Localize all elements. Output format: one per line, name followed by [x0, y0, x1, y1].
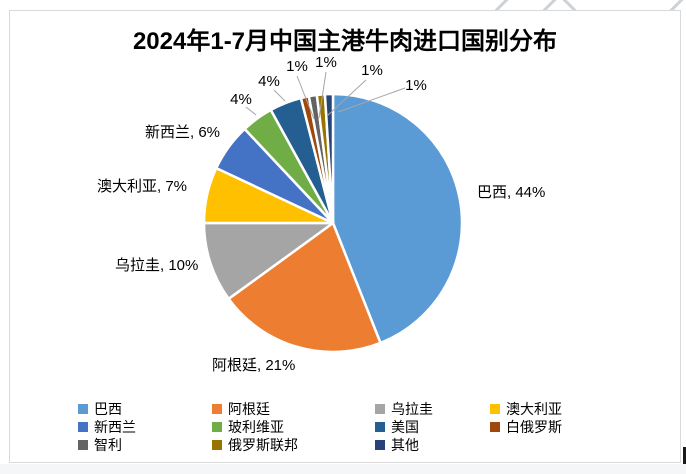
legend-label: 巴西	[94, 401, 122, 417]
legend-label: 美国	[391, 419, 419, 435]
legend-item-8: 智利	[78, 437, 122, 453]
page-margin-strip	[0, 464, 686, 474]
legend-item-3: 澳大利亚	[490, 401, 562, 417]
legend-item-5: 玻利维亚	[212, 419, 284, 435]
leader-line-1	[273, 89, 286, 102]
chart-title: 2024年1-7月中国主港牛肉进口国别分布	[132, 28, 558, 55]
data-label-7: 1%	[286, 58, 308, 75]
data-label-6: 4%	[258, 73, 280, 90]
pie-slice-2	[202, 221, 335, 301]
legend-item-1: 阿根廷	[212, 401, 270, 417]
legend-item-0: 巴西	[78, 401, 122, 417]
data-label-4: 新西兰, 6%	[145, 124, 221, 141]
legend-item-10: 其他	[375, 437, 419, 453]
data-label-9: 1%	[361, 62, 383, 79]
leader-line-2	[296, 75, 315, 120]
legend-item-2: 乌拉圭	[375, 401, 433, 417]
legend-item-9: 俄罗斯联邦	[212, 437, 298, 453]
legend-swatch	[212, 422, 222, 432]
legend-label: 玻利维亚	[228, 419, 284, 435]
pie-slice-10	[323, 92, 335, 225]
legend-swatch	[375, 440, 385, 450]
legend-swatch	[78, 422, 88, 432]
legend-swatch	[78, 404, 88, 414]
data-label-1: 阿根廷, 21%	[212, 357, 296, 374]
data-label-10: 1%	[405, 77, 427, 94]
legend-swatch	[490, 422, 500, 432]
leader-line-4	[326, 79, 367, 117]
legend-swatch	[375, 422, 385, 432]
legend-item-6: 美国	[375, 419, 419, 435]
legend-swatch	[490, 404, 500, 414]
legend-label: 阿根廷	[228, 401, 270, 417]
legend-label: 澳大利亚	[506, 401, 562, 417]
leader-line-3	[318, 71, 327, 119]
pie-slice-0	[331, 92, 464, 345]
legend-label: 智利	[94, 437, 122, 453]
legend-swatch	[212, 440, 222, 450]
cursor-artifact	[683, 447, 686, 464]
legend-item-4: 新西兰	[78, 419, 136, 435]
legend-label: 俄罗斯联邦	[228, 437, 298, 453]
leader-line-0	[245, 106, 257, 116]
legend-label: 其他	[391, 437, 419, 453]
legend-swatch	[212, 404, 222, 414]
legend-swatch	[78, 440, 88, 450]
data-label-0: 巴西, 44%	[477, 184, 546, 201]
data-label-8: 1%	[315, 54, 337, 71]
legend-label: 白俄罗斯	[506, 419, 562, 435]
legend-swatch	[375, 404, 385, 414]
legend-label: 乌拉圭	[391, 401, 433, 417]
pie-slice-1	[227, 221, 382, 354]
data-label-5: 4%	[230, 91, 252, 108]
legend-label: 新西兰	[94, 419, 136, 435]
data-label-3: 澳大利亚, 7%	[97, 178, 188, 195]
leader-line-5	[337, 87, 406, 113]
legend-item-7: 白俄罗斯	[490, 419, 562, 435]
data-label-2: 乌拉圭, 10%	[115, 257, 199, 274]
